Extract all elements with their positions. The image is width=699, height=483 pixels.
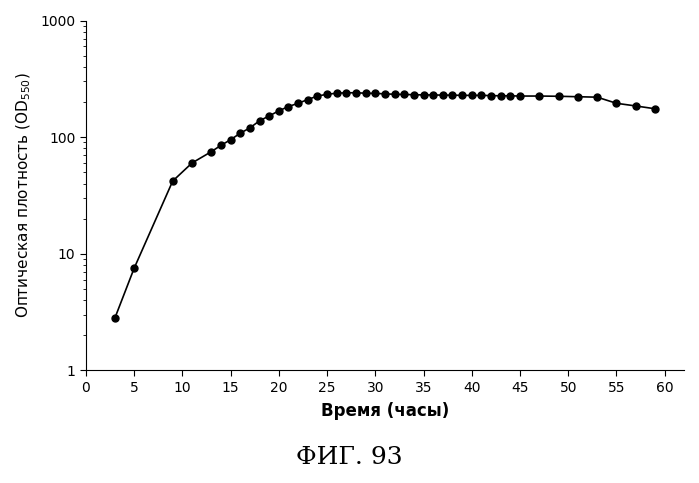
Text: ФИГ. 93: ФИГ. 93 xyxy=(296,445,403,469)
Y-axis label: Оптическая плотность (OD$_{550}$): Оптическая плотность (OD$_{550}$) xyxy=(15,72,34,318)
X-axis label: Время (часы): Время (часы) xyxy=(321,402,449,420)
